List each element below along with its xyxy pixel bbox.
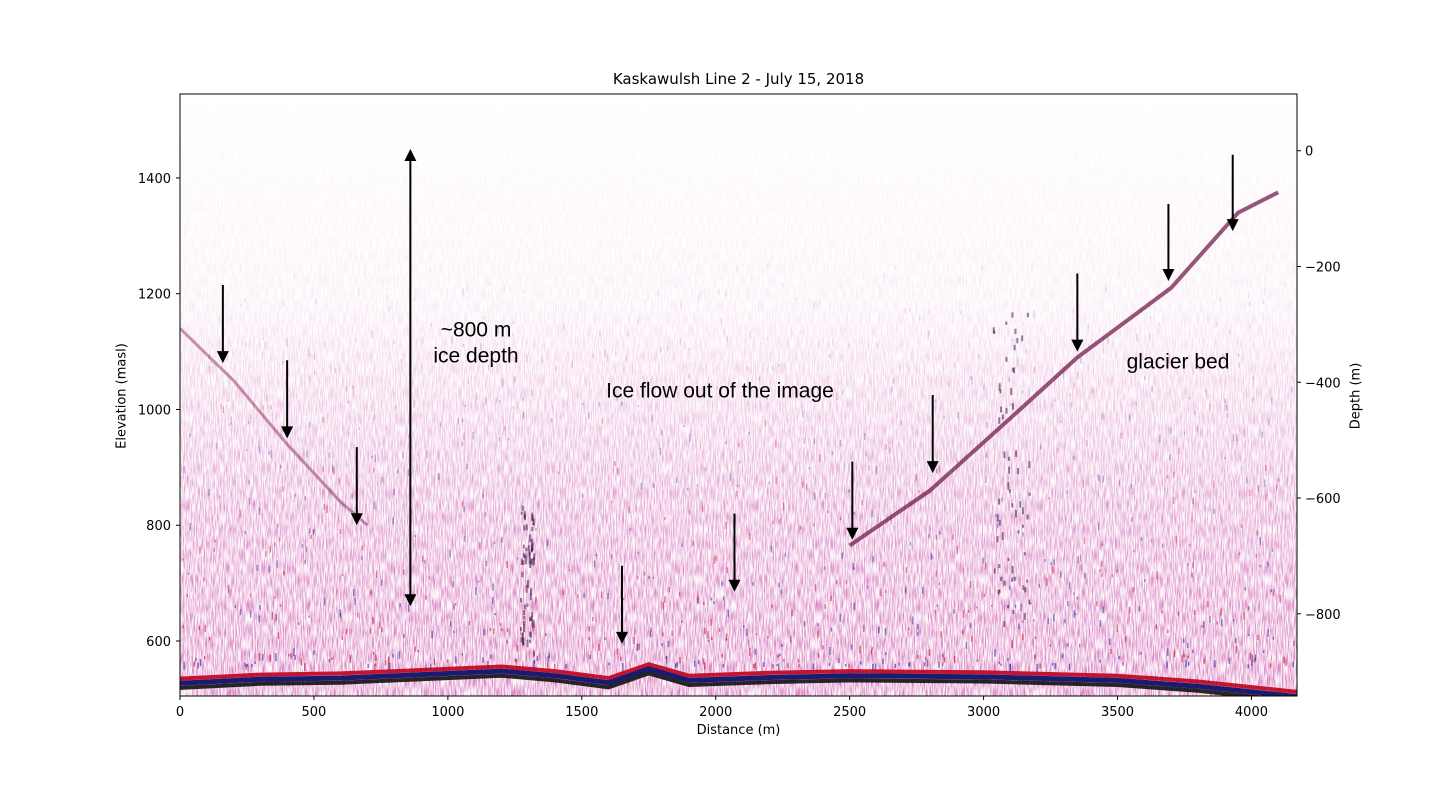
y-axis-label-right: Depth (m) (1348, 362, 1364, 430)
y-right-tick-label: 0 (1305, 145, 1313, 160)
down-arrow-head (350, 513, 363, 526)
down-arrow-head (615, 631, 628, 644)
annotation-depth-label: ice depth (433, 344, 519, 368)
y-right-tick-label: −400 (1305, 376, 1341, 391)
y-right-tick-label: −800 (1305, 608, 1341, 623)
depth-arrow-head-bottom (404, 594, 417, 607)
down-arrow-head (281, 426, 294, 439)
y-tick-label: 1400 (138, 172, 171, 187)
bed-reflector-dark (180, 671, 1267, 696)
radargram-image (180, 94, 1297, 696)
x-axis-label: Distance (m) (696, 723, 781, 738)
down-arrow-head (1162, 268, 1175, 281)
y-right-tick-label: −600 (1305, 492, 1341, 507)
plot-frame (179, 93, 1298, 697)
x-tick-label: 500 (302, 705, 327, 720)
y-tick-label: 1000 (138, 403, 171, 418)
down-arrow-head (926, 461, 939, 474)
annotation-depth-value: ~800 m (440, 318, 512, 342)
x-tick-label: 3000 (967, 705, 1000, 720)
x-tick-label: 0 (176, 705, 184, 720)
x-axis: 0 500 1000 1500 2000 2500 3000 3500 4000 (176, 696, 1268, 720)
y-axis-label-left: Elevation (masl) (114, 343, 130, 449)
y-right-tick-label: −200 (1305, 260, 1341, 275)
bed-reflector-red (180, 662, 1297, 694)
chart-title: Kaskawulsh Line 2 - July 15, 2018 (612, 70, 865, 88)
down-arrow-head (216, 351, 229, 364)
annotation-arrows (216, 148, 1239, 644)
x-tick-label: 1000 (431, 705, 464, 720)
down-arrow-head (1226, 219, 1239, 232)
x-tick-label: 3500 (1101, 705, 1134, 720)
x-tick-label: 1500 (565, 705, 598, 720)
down-arrow-head (728, 579, 741, 592)
annotation-ice-flow: Ice flow out of the image (606, 379, 834, 403)
y-axis-left: 600 800 1000 1200 1400 (138, 172, 180, 650)
y-tick-label: 800 (146, 519, 171, 534)
x-tick-label: 4000 (1235, 705, 1268, 720)
y-tick-label: 600 (146, 635, 171, 650)
x-tick-label: 2500 (833, 705, 866, 720)
annotation-glacier-bed: glacier bed (1126, 350, 1230, 374)
y-tick-label: 1200 (138, 288, 171, 303)
depth-arrow-head-top (404, 148, 417, 161)
x-tick-label: 2000 (699, 705, 732, 720)
bed-reflector-blue (180, 666, 1297, 696)
down-arrow-head (1071, 339, 1084, 352)
glacier-bed-trace-right (848, 190, 1280, 548)
y-axis-right: 0 −200 −400 −600 −800 (1297, 145, 1341, 623)
glacier-bed-trace-left (180, 327, 369, 527)
down-arrow-head (846, 527, 859, 540)
